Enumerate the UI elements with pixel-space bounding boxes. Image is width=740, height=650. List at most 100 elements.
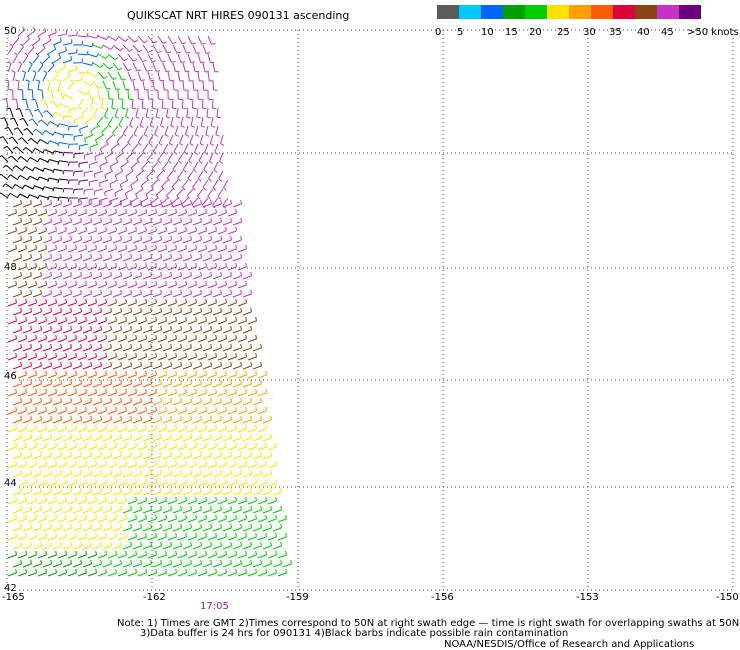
wind-barb-feather	[265, 496, 267, 502]
wind-barb	[102, 527, 112, 532]
wind-barb	[177, 464, 187, 469]
wind-barb-feather	[104, 192, 106, 197]
wind-barb-feather	[185, 134, 190, 137]
wind-barb	[20, 174, 29, 181]
wind-barb-feather	[230, 415, 232, 421]
wind-barb-feather	[260, 505, 262, 511]
wind-barb-feather	[255, 442, 257, 448]
wind-barb-feather	[175, 208, 177, 214]
wind-barb-feather	[208, 98, 213, 101]
wind-barb	[213, 161, 219, 171]
wind-barb-feather	[200, 325, 202, 331]
wind-barb-feather	[110, 451, 112, 457]
wind-barb-feather	[50, 343, 52, 349]
wind-barb	[181, 197, 189, 205]
wind-barb-feather	[42, 130, 46, 134]
wind-barb-feather	[139, 125, 144, 128]
wind-barb-feather	[90, 289, 92, 295]
wind-barb	[7, 518, 17, 523]
wind-barb	[227, 446, 237, 451]
wind-barb-feather	[20, 271, 22, 277]
wind-barb	[112, 257, 122, 262]
wind-barb	[5, 164, 14, 172]
wind-barb-feather	[150, 199, 152, 205]
wind-barb	[74, 152, 84, 155]
wind-barb	[92, 203, 102, 208]
wind-barb	[52, 545, 62, 550]
wind-barb-feather	[120, 307, 122, 313]
wind-barb-feather	[165, 334, 167, 340]
wind-barb-feather	[90, 397, 92, 403]
wind-barb-feather	[60, 271, 62, 277]
wind-barb	[112, 419, 122, 424]
wind-barb-feather	[220, 397, 222, 403]
wind-barb	[7, 80, 10, 91]
wind-barb-feather	[27, 138, 32, 142]
wind-barb	[242, 473, 252, 478]
wind-barb	[87, 500, 97, 505]
wind-barb	[97, 284, 107, 289]
wind-barb	[67, 284, 77, 289]
wind-barb	[267, 464, 277, 469]
wind-barb	[167, 428, 177, 433]
wind-barb-feather	[135, 298, 137, 304]
wind-barb-feather	[190, 343, 192, 349]
wind-barb	[222, 419, 232, 424]
wind-barb	[25, 147, 34, 154]
wind-barb-feather	[205, 532, 207, 538]
wind-barb-feather	[186, 116, 191, 119]
wind-barb-feather	[160, 217, 162, 223]
wind-barb-feather	[55, 406, 57, 412]
wind-barb	[72, 239, 82, 244]
wind-barb-feather	[140, 235, 142, 241]
wind-barb	[212, 98, 214, 109]
wind-barb	[52, 419, 62, 424]
wind-barb	[172, 419, 182, 424]
wind-barb	[99, 179, 109, 184]
wind-barb-feather	[100, 469, 102, 475]
wind-barb	[7, 63, 12, 73]
wind-barb	[202, 239, 212, 244]
wind-barb	[167, 71, 171, 81]
wind-barb	[63, 151, 74, 154]
wind-barb-feather	[170, 361, 172, 367]
wind-barb-feather	[45, 262, 47, 268]
wind-barb	[192, 563, 202, 568]
wind-barb-feather	[205, 134, 210, 137]
wind-barb	[27, 572, 37, 577]
wind-barb	[172, 545, 182, 550]
wind-barb	[152, 473, 162, 478]
wind-barb-feather	[80, 271, 82, 277]
wind-barb	[193, 161, 199, 171]
wind-barb	[187, 356, 197, 361]
wind-barb	[157, 446, 167, 451]
wind-barb-feather	[195, 532, 197, 538]
wind-barb	[192, 179, 199, 188]
wind-barb	[162, 401, 172, 406]
wind-barb-feather	[210, 289, 212, 295]
wind-barb	[112, 545, 122, 550]
wind-barb-feather	[37, 158, 41, 162]
wind-barb-feather	[270, 487, 272, 493]
wind-barb	[212, 203, 222, 208]
wind-barb	[7, 392, 17, 397]
wind-barb-feather	[190, 61, 195, 63]
wind-barb	[197, 392, 207, 397]
wind-barb	[187, 320, 197, 325]
wind-barb-feather	[135, 478, 137, 484]
wind-barb	[17, 392, 27, 397]
wind-barb	[132, 365, 142, 370]
wind-barb-feather	[160, 505, 162, 511]
wind-barb	[152, 203, 162, 208]
wind-barb	[191, 98, 194, 109]
wind-barb	[172, 455, 182, 460]
wind-barb-feather	[163, 151, 168, 155]
wind-barb-feather	[250, 361, 252, 367]
wind-barb-feather	[155, 194, 159, 199]
wind-barb	[82, 62, 92, 66]
wind-barb	[7, 248, 17, 253]
wind-barb	[62, 329, 72, 334]
wind-barb-feather	[35, 208, 37, 214]
wind-barb	[147, 356, 157, 361]
wind-barb	[39, 157, 49, 163]
